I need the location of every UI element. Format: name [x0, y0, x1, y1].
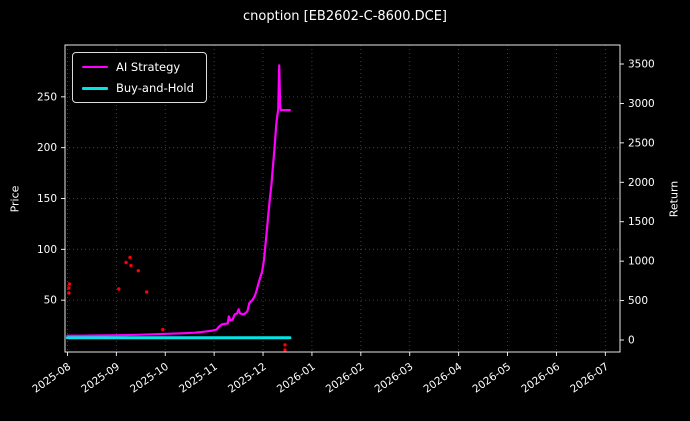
legend-entry-ai-strategy: AI Strategy — [82, 60, 194, 74]
svg-text:1500: 1500 — [628, 216, 655, 228]
x-tick-labels: 2025-08 2025-09 2025-10 2025-11 2025-12 2026-… — [30, 360, 611, 395]
svg-text:3500: 3500 — [628, 59, 655, 71]
svg-text:2025-09: 2025-09 — [79, 361, 122, 396]
svg-text:2026-03: 2026-03 — [373, 361, 416, 396]
svg-text:1000: 1000 — [628, 256, 655, 268]
svg-text:2026-06: 2026-06 — [519, 360, 562, 395]
y-tick-labels-left: 50 100 150 200 250 — [37, 91, 57, 306]
svg-text:250: 250 — [37, 91, 57, 103]
svg-text:2025-12: 2025-12 — [226, 361, 269, 396]
svg-text:2026-04: 2026-04 — [422, 360, 465, 395]
legend-label-buy-and-hold: Buy-and-Hold — [116, 81, 194, 95]
svg-text:2000: 2000 — [628, 177, 655, 189]
legend-line-ai-strategy — [82, 65, 108, 69]
svg-text:200: 200 — [37, 142, 57, 154]
chart-title: cnoption [EB2602-C-8600.DCE] — [243, 9, 447, 24]
svg-text:50: 50 — [44, 295, 57, 307]
legend-entry-buy-and-hold: Buy-and-Hold — [82, 81, 194, 95]
svg-text:2500: 2500 — [628, 137, 655, 149]
svg-text:2026-05: 2026-05 — [470, 361, 513, 396]
y-axis-label-price: Price — [8, 185, 22, 213]
svg-text:2026-01: 2026-01 — [275, 361, 318, 396]
tick-marks — [61, 63, 624, 356]
y-axis-label-return: Return — [667, 180, 681, 218]
svg-text:100: 100 — [37, 244, 57, 256]
svg-text:2025-10: 2025-10 — [128, 361, 171, 396]
svg-text:2025-11: 2025-11 — [177, 361, 220, 396]
svg-text:0: 0 — [628, 335, 635, 347]
legend: AI Strategy Buy-and-Hold — [72, 52, 207, 103]
legend-line-buy-and-hold — [82, 86, 108, 90]
svg-text:2026-02: 2026-02 — [324, 361, 367, 396]
svg-text:3000: 3000 — [628, 98, 655, 110]
y-tick-labels-right: 0 500 1000 1500 2000 2500 3000 3500 — [628, 59, 655, 347]
svg-text:500: 500 — [628, 295, 648, 307]
series-ai-strategy — [66, 64, 291, 337]
svg-text:150: 150 — [37, 193, 57, 205]
svg-text:2026-07: 2026-07 — [568, 361, 611, 396]
legend-label-ai-strategy: AI Strategy — [116, 60, 181, 74]
scatter-price-ticks — [67, 255, 287, 352]
svg-text:2025-08: 2025-08 — [30, 361, 73, 396]
